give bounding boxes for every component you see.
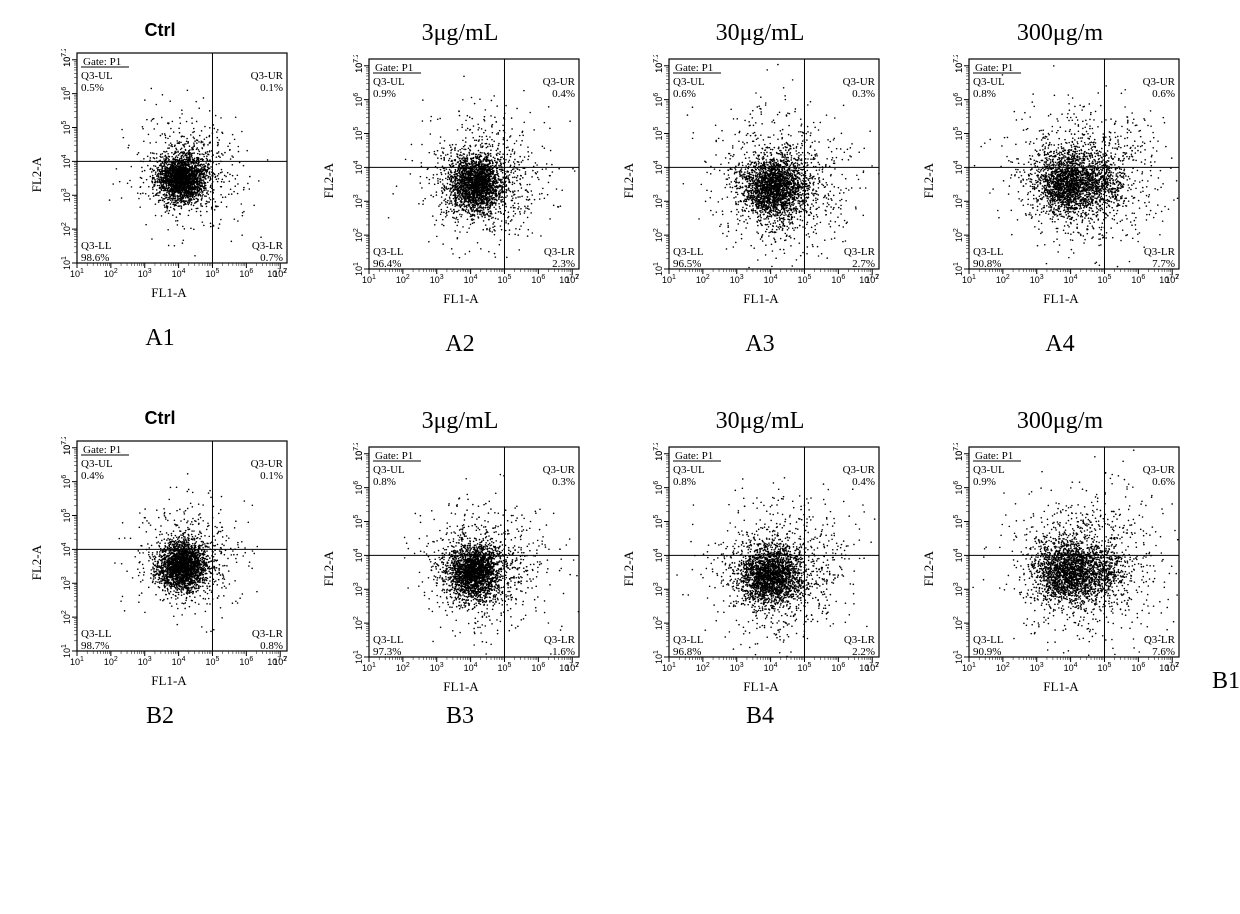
panel-label: A4 xyxy=(1045,331,1074,358)
panel-title: Ctrl xyxy=(145,20,176,41)
panel-label: A2 xyxy=(445,331,474,358)
x-axis-label: FL1-A xyxy=(443,679,478,695)
scatter-plot: 1011011021021031031041041051051061061071… xyxy=(339,55,583,291)
y-axis-label: FL2-A xyxy=(921,163,937,198)
svg-text:106: 106 xyxy=(353,93,364,107)
y-axis-label: FL2-A xyxy=(29,545,45,580)
svg-text:103: 103 xyxy=(61,188,72,202)
y-axis-label: FL2-A xyxy=(321,163,337,198)
svg-text:101: 101 xyxy=(70,268,84,279)
panel-title: 300μg/m xyxy=(1017,20,1103,47)
svg-text:103: 103 xyxy=(353,194,364,208)
panel-title: 300μg/m xyxy=(1017,408,1103,435)
x-axis-label: FL1-A xyxy=(151,285,186,301)
svg-text:105: 105 xyxy=(61,120,72,134)
svg-text:103: 103 xyxy=(138,268,152,279)
svg-text:103: 103 xyxy=(430,274,444,285)
y-axis-label: FL2-A xyxy=(621,163,637,198)
panel-B4: 300μg/m FL2-A1011011021021031031041041051… xyxy=(920,408,1200,695)
svg-text:107.2: 107.2 xyxy=(559,274,579,285)
svg-text:107.2: 107.2 xyxy=(353,55,364,73)
panel-A2: 3μg/mL FL2-A 101101 102 102 103 103 104 104 105 10… xyxy=(320,20,600,358)
panel-title: 3μg/mL xyxy=(422,20,499,47)
svg-text:104: 104 xyxy=(172,268,186,279)
svg-text:105: 105 xyxy=(353,126,364,140)
svg-text:107.2: 107.2 xyxy=(267,268,287,279)
svg-text:Gate: P1: Gate: P1 xyxy=(83,56,121,68)
svg-text:106: 106 xyxy=(531,274,545,285)
svg-text:Q3-UR: Q3-UR xyxy=(251,70,284,82)
svg-text:0.5%: 0.5% xyxy=(81,82,104,94)
svg-text:0.7%: 0.7% xyxy=(260,252,283,264)
svg-text:101: 101 xyxy=(353,262,364,276)
panel-B2: 3μg/mL FL2-A10110110210210310310410410510… xyxy=(320,408,600,695)
svg-text:104: 104 xyxy=(353,160,364,174)
scatter-plot: 1011011021021031031041041051051061061071… xyxy=(639,443,883,679)
svg-text:106: 106 xyxy=(239,268,253,279)
panel-label: B2 xyxy=(20,703,300,730)
panel-title: 30μg/mL xyxy=(716,408,805,435)
svg-text:98.6%: 98.6% xyxy=(81,252,109,264)
x-axis-label: FL1-A xyxy=(1043,679,1078,695)
y-axis-label: FL2-A xyxy=(321,551,337,586)
svg-text:101: 101 xyxy=(362,274,376,285)
panel-title: 3μg/mL xyxy=(422,408,499,435)
panel-label-b1: B1 xyxy=(1212,668,1240,695)
svg-text:Q3-LL: Q3-LL xyxy=(81,240,112,252)
y-axis-label: FL2-A xyxy=(621,551,637,586)
svg-text:104: 104 xyxy=(61,154,72,168)
x-axis-label: FL1-A xyxy=(151,673,186,689)
panel-title: 30μg/mL xyxy=(716,20,805,47)
x-axis-label: FL1-A xyxy=(443,291,478,307)
panel-label: A1 xyxy=(145,325,174,352)
scatter-plot: 1011011021021031031041041051051061061071… xyxy=(47,437,291,673)
svg-text:102: 102 xyxy=(61,222,72,236)
svg-text:104: 104 xyxy=(464,274,478,285)
svg-text:107.2: 107.2 xyxy=(61,49,72,67)
x-axis-label: FL1-A xyxy=(743,291,778,307)
svg-text:105: 105 xyxy=(206,268,220,279)
svg-text:101: 101 xyxy=(61,256,72,270)
scatter-plot: 1011011021021031031041041051051061061071… xyxy=(47,49,291,285)
scatter-plot: 1011011021021031031041041051051061061071… xyxy=(639,55,883,291)
x-axis-label: FL1-A xyxy=(1043,291,1078,307)
svg-text:106: 106 xyxy=(61,87,72,101)
scatter-plot: 1011011021021031031041041051051061061071… xyxy=(939,55,1183,291)
panel-B1: Ctrl FL2-A1011011021021031031041041051051… xyxy=(20,408,300,695)
svg-text:102: 102 xyxy=(396,274,410,285)
x-axis-label: FL1-A xyxy=(743,679,778,695)
svg-text:Q3-LR: Q3-LR xyxy=(252,240,284,252)
scatter-plot: 1011011021021031031041041051051061061071… xyxy=(339,443,583,679)
svg-text:0.1%: 0.1% xyxy=(260,82,283,94)
svg-text:105: 105 xyxy=(498,274,512,285)
svg-text:102: 102 xyxy=(353,228,364,242)
panel-A4: 300μg/m FL2-A1011011021021031031041041051… xyxy=(920,20,1200,358)
panel-A1: Ctrl FL2-A 101101 102 102 103 103 104 104 105 105 1… xyxy=(20,20,300,358)
panel-B3: 30μg/mL FL2-A1011011021021031031041041051… xyxy=(620,408,900,695)
panel-title: Ctrl xyxy=(145,408,176,429)
panel-label: B3 xyxy=(320,703,600,730)
panel-label: B4 xyxy=(620,703,900,730)
y-axis-label: FL2-A xyxy=(29,157,45,192)
panel-label: A3 xyxy=(745,331,774,358)
panel-A3: 30μg/mL FL2-A1011011021021031031041041051… xyxy=(620,20,900,358)
svg-text:102: 102 xyxy=(104,268,118,279)
y-axis-label: FL2-A xyxy=(921,551,937,586)
svg-text:Q3-UL: Q3-UL xyxy=(81,70,113,82)
scatter-plot: 1011011021021031031041041051051061061071… xyxy=(939,443,1183,679)
